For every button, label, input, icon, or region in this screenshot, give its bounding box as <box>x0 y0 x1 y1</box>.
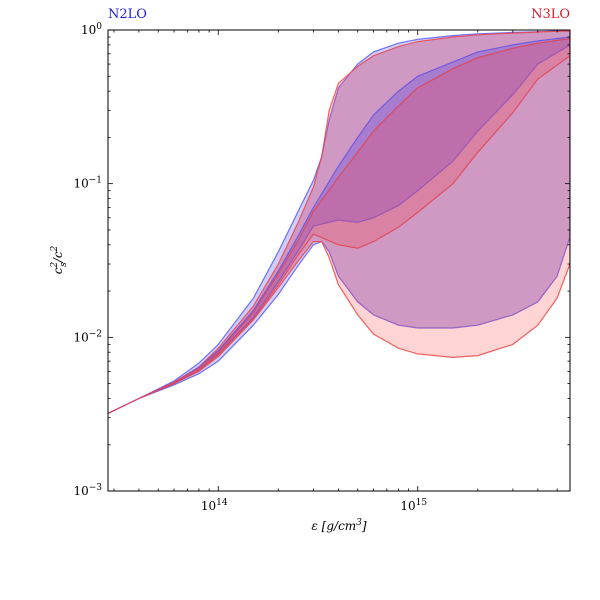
x-tick-label-exp: 15 <box>416 498 428 508</box>
y-tick-label-exp: 0 <box>96 22 102 32</box>
plot-frame <box>107 29 571 492</box>
band-n2lo_outer <box>108 30 570 414</box>
corner-label-right: N3LO <box>531 7 570 22</box>
band-overlap-tint <box>108 31 570 414</box>
corner-label-left: N2LO <box>108 7 147 22</box>
x-tick-label-base: 10 <box>201 499 216 513</box>
y-tick-label-exp: −3 <box>89 483 103 493</box>
axis-ticks <box>108 30 570 492</box>
y-axis-label-den-sup: 2 <box>50 245 60 252</box>
y-tick-label-base: 10 <box>73 484 88 498</box>
y-axis-label-sub: s <box>59 262 69 267</box>
band-n2lo_inner <box>108 36 570 414</box>
x-tick-label: 1015 <box>400 498 427 513</box>
y-tick-label-exp: −2 <box>89 329 102 339</box>
x-axis-label-base: ε [g/cm <box>311 519 356 533</box>
y-tick-label-base: 10 <box>73 177 88 191</box>
y-axis-label-den: /c <box>51 251 65 263</box>
y-axis-label: c2s/c2 <box>50 245 69 274</box>
y-axis-label-sup: 2 <box>50 262 60 269</box>
x-tick-label-exp: 14 <box>216 498 228 508</box>
band-n3lo_inner <box>108 37 570 414</box>
y-tick-label-base: 10 <box>81 23 96 37</box>
y-tick-label-base: 10 <box>73 330 88 344</box>
y-tick-label: 10−1 <box>73 176 102 191</box>
y-tick-label: 10−2 <box>73 329 102 344</box>
band-n3lo_outer <box>108 30 570 414</box>
x-axis-label-sup: 3 <box>356 518 362 528</box>
x-axis-label: ε [g/cm3] <box>311 518 367 533</box>
x-tick-label-base: 10 <box>400 499 415 513</box>
y-tick-label: 10−3 <box>73 483 102 498</box>
y-tick-label-exp: −1 <box>89 176 102 186</box>
bands <box>108 30 570 414</box>
y-tick-label: 100 <box>81 22 102 37</box>
y-axis-label-c: c <box>51 267 65 274</box>
x-axis-label-end: ] <box>361 519 367 533</box>
x-tick-label: 1014 <box>201 498 228 513</box>
